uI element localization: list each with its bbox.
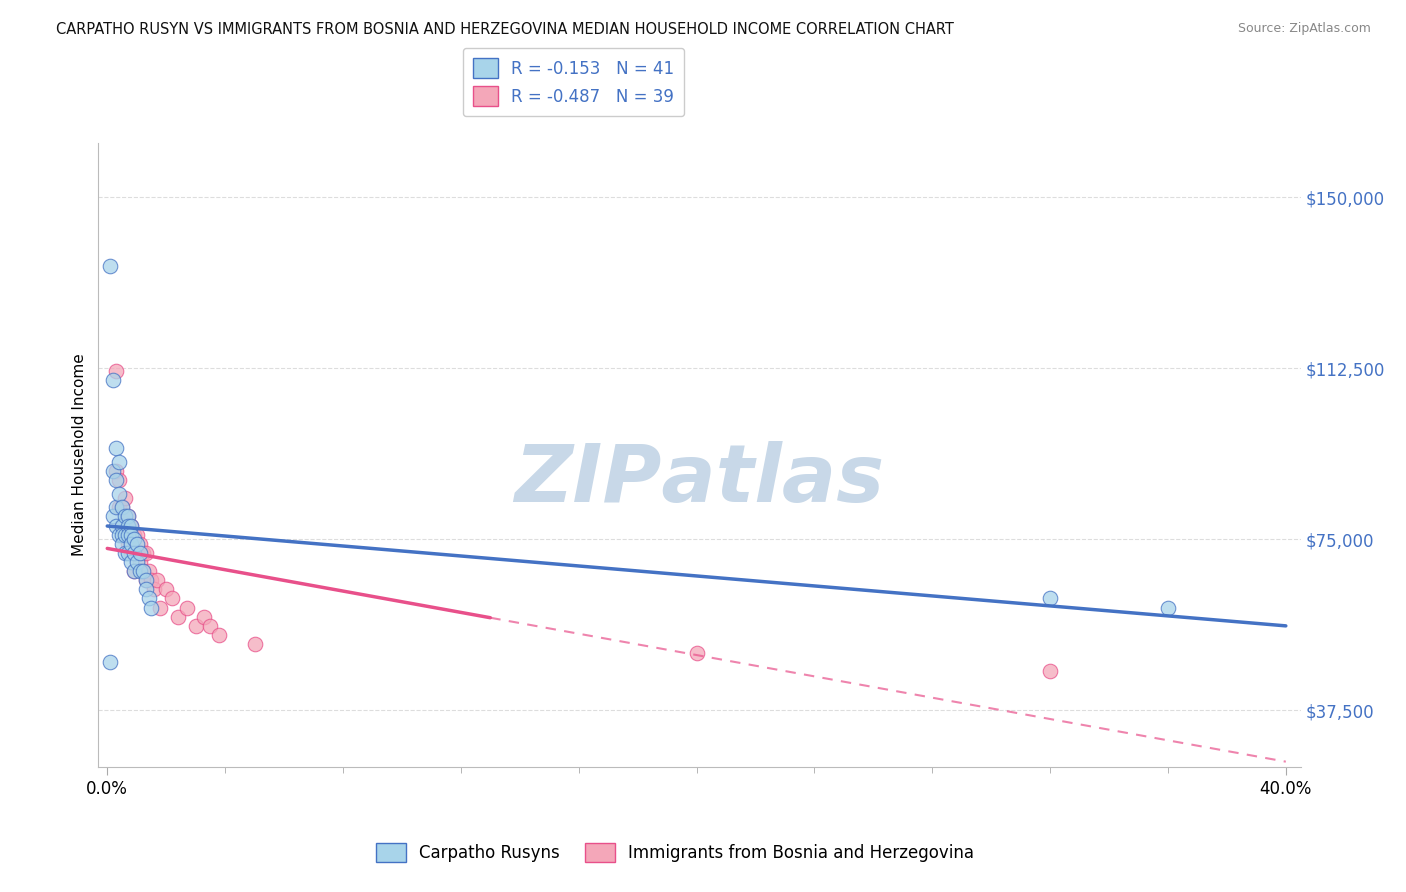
Point (122, 546, 145, 560)
Point (135, 574, 157, 588)
Point (114, 527, 136, 541)
Point (146, 574, 169, 588)
Point (138, 591, 160, 606)
Point (131, 564, 153, 578)
Point (108, 455, 131, 469)
Point (184, 619, 207, 633)
Point (105, 441, 128, 455)
Point (117, 509, 139, 524)
Point (98, 259, 121, 273)
Point (114, 509, 136, 524)
Point (208, 628, 231, 642)
Point (114, 527, 136, 541)
Point (128, 555, 150, 569)
Point (111, 500, 134, 515)
Point (143, 582, 166, 597)
Point (122, 546, 145, 560)
Point (111, 518, 134, 533)
Point (1039, 665, 1062, 679)
Point (131, 546, 153, 560)
Point (149, 600, 172, 615)
Point (114, 546, 136, 560)
Text: ZIP​atlas: ZIP​atlas (515, 441, 884, 519)
Point (122, 564, 145, 578)
Point (117, 518, 139, 533)
Point (138, 564, 160, 578)
Point (108, 473, 131, 487)
Point (111, 518, 134, 533)
Point (160, 591, 183, 606)
Point (200, 619, 222, 633)
Legend: R = -0.153   N = 41, R = -0.487   N = 39: R = -0.153 N = 41, R = -0.487 N = 39 (463, 48, 683, 116)
Point (167, 609, 190, 624)
Point (125, 546, 148, 560)
Point (117, 527, 139, 541)
Point (122, 564, 145, 578)
Point (243, 637, 266, 651)
Point (114, 491, 136, 506)
Point (111, 500, 134, 515)
Text: CARPATHO RUSYN VS IMMIGRANTS FROM BOSNIA AND HERZEGOVINA MEDIAN HOUSEHOLD INCOME: CARPATHO RUSYN VS IMMIGRANTS FROM BOSNIA… (56, 22, 955, 37)
Point (101, 464, 124, 478)
Point (105, 363, 128, 377)
Point (1157, 600, 1180, 615)
Point (135, 546, 157, 560)
Point (135, 582, 157, 597)
Point (117, 509, 139, 524)
Point (120, 537, 142, 551)
Point (101, 373, 124, 387)
Point (111, 537, 134, 551)
Point (125, 537, 148, 551)
Point (120, 555, 142, 569)
Point (685, 646, 707, 660)
Point (120, 518, 142, 533)
Point (125, 555, 148, 569)
Point (105, 464, 128, 478)
Point (105, 500, 128, 515)
Point (105, 518, 128, 533)
Point (122, 527, 145, 541)
Point (105, 473, 128, 487)
Point (1039, 591, 1062, 606)
Point (108, 486, 131, 500)
Point (176, 600, 198, 615)
Point (108, 500, 131, 515)
Point (125, 527, 148, 541)
Point (98, 655, 121, 669)
Point (117, 546, 139, 560)
Point (128, 537, 150, 551)
Point (111, 527, 134, 541)
Point (141, 600, 163, 615)
Point (128, 564, 150, 578)
Point (155, 582, 177, 597)
Point (128, 546, 150, 560)
Point (131, 564, 153, 578)
Point (108, 527, 131, 541)
Point (135, 574, 157, 588)
Point (193, 609, 215, 624)
Point (122, 533, 145, 547)
Point (120, 527, 142, 541)
Text: Source: ZipAtlas.com: Source: ZipAtlas.com (1237, 22, 1371, 36)
Legend: Carpatho Rusyns, Immigrants from Bosnia and Herzegovina: Carpatho Rusyns, Immigrants from Bosnia … (367, 834, 983, 871)
Point (120, 546, 142, 560)
Point (117, 537, 139, 551)
Point (141, 574, 163, 588)
Y-axis label: Median Household Income: Median Household Income (72, 353, 87, 557)
Point (120, 518, 142, 533)
Point (101, 509, 124, 524)
